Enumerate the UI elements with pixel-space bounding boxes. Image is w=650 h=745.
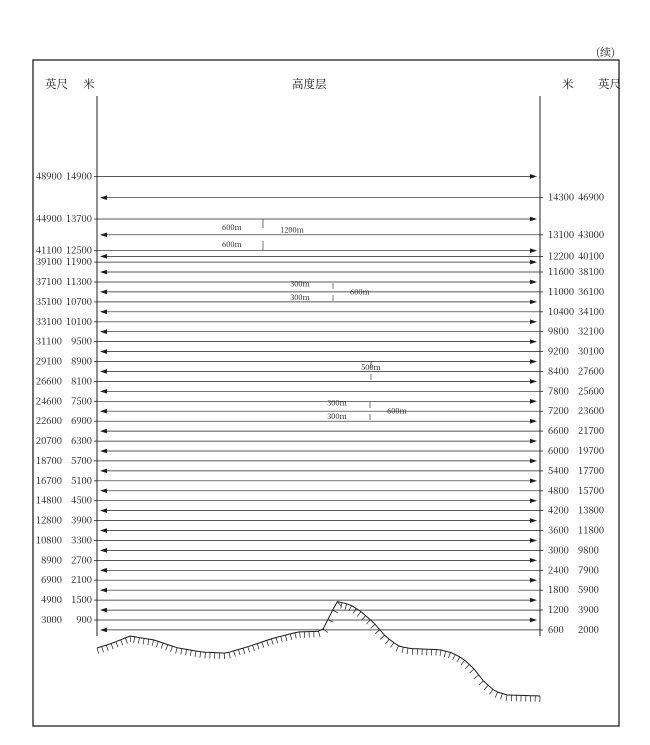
svg-text:6300: 6300 [71, 433, 92, 447]
svg-text:5100: 5100 [71, 473, 92, 487]
svg-text:6900: 6900 [41, 572, 62, 586]
svg-text:6000: 6000 [548, 443, 569, 457]
svg-text:8900: 8900 [71, 354, 92, 368]
svg-text:23600: 23600 [578, 403, 604, 417]
svg-text:12200: 12200 [548, 248, 574, 262]
svg-text:300m: 300m [327, 411, 347, 422]
svg-text:31100: 31100 [36, 334, 62, 348]
svg-text:3300: 3300 [71, 533, 92, 547]
svg-text:9500: 9500 [71, 334, 92, 348]
svg-text:4800: 4800 [548, 483, 569, 497]
svg-text:2400: 2400 [548, 562, 569, 576]
svg-text:3900: 3900 [71, 513, 92, 527]
svg-text:600m: 600m [222, 222, 242, 233]
svg-text:33100: 33100 [36, 314, 62, 328]
svg-text:900: 900 [76, 612, 92, 626]
svg-text:17700: 17700 [578, 463, 604, 477]
svg-text:14300: 14300 [548, 190, 574, 204]
svg-text:3000: 3000 [548, 542, 569, 556]
svg-text:4200: 4200 [548, 503, 569, 517]
svg-text:5900: 5900 [578, 582, 599, 596]
svg-text:2000: 2000 [578, 622, 599, 636]
svg-text:2100: 2100 [71, 572, 92, 586]
svg-text:7800: 7800 [548, 383, 569, 397]
svg-text:7900: 7900 [578, 562, 599, 576]
svg-text:2700: 2700 [71, 552, 92, 566]
svg-text:3000: 3000 [41, 612, 62, 626]
svg-text:5700: 5700 [71, 453, 92, 467]
svg-text:8900: 8900 [41, 552, 62, 566]
svg-text:35100: 35100 [36, 294, 62, 308]
svg-text:英尺: 英尺 [598, 76, 621, 92]
svg-text:1200: 1200 [548, 602, 569, 616]
svg-text:9800: 9800 [578, 542, 599, 556]
svg-text:14800: 14800 [36, 493, 62, 507]
svg-text:19700: 19700 [578, 443, 604, 457]
svg-text:1200m: 1200m [280, 225, 304, 236]
svg-text:米: 米 [562, 76, 574, 92]
svg-text:29100: 29100 [36, 354, 62, 368]
svg-text:18700: 18700 [36, 453, 62, 467]
svg-text:21700: 21700 [578, 423, 604, 437]
svg-text:4900: 4900 [41, 592, 62, 606]
svg-text:3600: 3600 [548, 523, 569, 537]
svg-text:40100: 40100 [578, 248, 604, 262]
svg-text:14900: 14900 [66, 168, 92, 182]
svg-text:10400: 10400 [548, 304, 574, 318]
svg-text:26600: 26600 [36, 373, 62, 387]
svg-text:9800: 9800 [548, 324, 569, 338]
svg-text:300m: 300m [327, 398, 347, 409]
svg-text:11800: 11800 [578, 523, 604, 537]
svg-text:36100: 36100 [578, 284, 604, 298]
svg-text:22600: 22600 [36, 413, 62, 427]
svg-text:11300: 11300 [66, 274, 92, 288]
svg-text:27600: 27600 [578, 364, 604, 378]
svg-text:8400: 8400 [548, 364, 569, 378]
svg-text:34100: 34100 [578, 304, 604, 318]
svg-text:8100: 8100 [71, 373, 92, 387]
svg-text:9200: 9200 [548, 344, 569, 358]
svg-text:4500: 4500 [71, 493, 92, 507]
svg-text:32100: 32100 [578, 324, 604, 338]
svg-text:600: 600 [548, 622, 564, 636]
svg-text:11900: 11900 [66, 254, 92, 268]
svg-text:(续): (续) [596, 44, 615, 60]
svg-text:11000: 11000 [548, 284, 574, 298]
svg-text:10700: 10700 [66, 294, 92, 308]
svg-text:300m: 300m [290, 279, 310, 290]
svg-text:13100: 13100 [548, 227, 574, 241]
svg-text:英尺: 英尺 [45, 76, 68, 92]
svg-text:10100: 10100 [66, 314, 92, 328]
svg-text:6900: 6900 [71, 413, 92, 427]
svg-text:38100: 38100 [578, 264, 604, 278]
svg-text:米: 米 [83, 76, 95, 92]
svg-text:25600: 25600 [578, 383, 604, 397]
svg-text:5400: 5400 [548, 463, 569, 477]
svg-text:15700: 15700 [578, 483, 604, 497]
svg-text:600m: 600m [222, 239, 242, 250]
svg-text:6600: 6600 [548, 423, 569, 437]
svg-text:3900: 3900 [578, 602, 599, 616]
svg-text:1500: 1500 [71, 592, 92, 606]
svg-text:46900: 46900 [578, 190, 604, 204]
svg-text:7500: 7500 [71, 393, 92, 407]
svg-text:16700: 16700 [36, 473, 62, 487]
svg-text:12800: 12800 [36, 513, 62, 527]
svg-text:13700: 13700 [66, 211, 92, 225]
svg-text:48900: 48900 [36, 168, 62, 182]
svg-text:39100: 39100 [36, 254, 62, 268]
svg-text:13800: 13800 [578, 503, 604, 517]
svg-text:30100: 30100 [578, 344, 604, 358]
svg-text:20700: 20700 [36, 433, 62, 447]
svg-text:高度层: 高度层 [292, 76, 327, 92]
svg-text:300m: 300m [290, 292, 310, 303]
svg-text:43000: 43000 [578, 227, 604, 241]
svg-text:44900: 44900 [36, 211, 62, 225]
svg-text:11600: 11600 [548, 264, 574, 278]
svg-text:37100: 37100 [36, 274, 62, 288]
svg-text:10800: 10800 [36, 533, 62, 547]
svg-text:24600: 24600 [36, 393, 62, 407]
svg-text:7200: 7200 [548, 403, 569, 417]
svg-text:1800: 1800 [548, 582, 569, 596]
